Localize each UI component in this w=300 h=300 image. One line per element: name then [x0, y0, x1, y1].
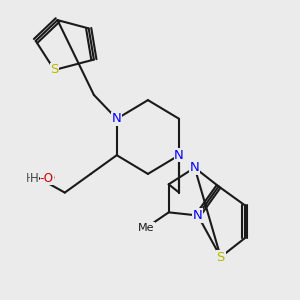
Text: S: S — [50, 64, 58, 76]
Text: N: N — [174, 149, 184, 162]
Text: N: N — [190, 161, 200, 174]
Text: S: S — [217, 250, 225, 263]
Text: N: N — [193, 209, 203, 222]
Text: -O: -O — [40, 172, 54, 184]
Text: H: H — [30, 172, 39, 184]
Text: -O: -O — [41, 172, 55, 184]
Text: Me: Me — [138, 223, 154, 233]
Text: N: N — [112, 112, 122, 125]
Text: H: H — [26, 172, 34, 184]
